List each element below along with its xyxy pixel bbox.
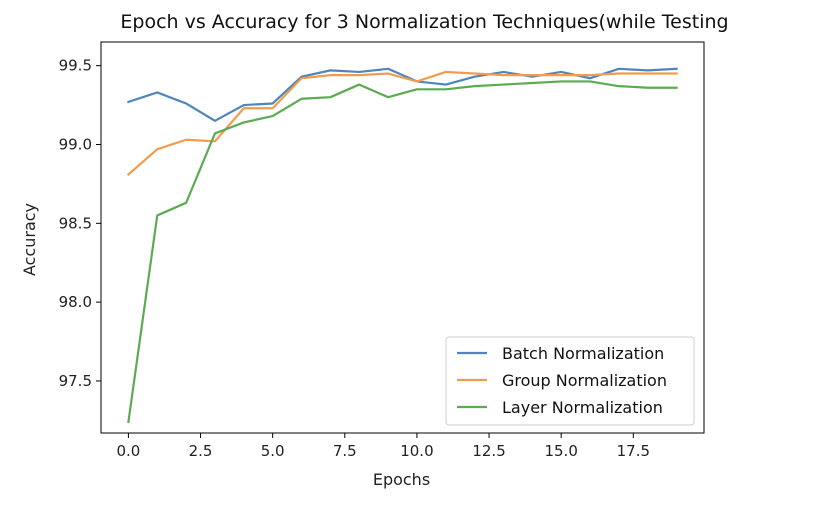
y-axis-ticks: 97.5 98.0 98.5 99.0 99.5 [59, 57, 101, 390]
series-line-layer-normalization [127, 80, 678, 424]
y-tick-label: 98.5 [59, 214, 92, 232]
legend-label-batch-normalization: Batch Normalization [502, 344, 664, 363]
x-axis-ticks: 0.0 2.5 5.0 7.5 10.0 12.5 15.0 17.5 [116, 433, 650, 460]
x-tick-label: 17.5 [617, 442, 650, 460]
y-tick-label: 97.5 [59, 372, 92, 390]
legend-label-layer-normalization: Layer Normalization [502, 398, 663, 417]
y-axis-label: Accuracy [20, 203, 39, 276]
x-tick-label: 15.0 [544, 442, 577, 460]
series-line-group-normalization [126, 70, 678, 176]
plot-frame [100, 41, 705, 434]
x-tick-label: 7.5 [333, 442, 357, 460]
x-tick-label: 5.0 [261, 442, 285, 460]
y-tick-label: 98.0 [59, 293, 92, 311]
x-tick-label: 0.0 [116, 442, 140, 460]
plot-area [100, 41, 705, 434]
x-tick-label: 12.5 [472, 442, 505, 460]
y-tick-label: 99.0 [59, 135, 92, 153]
x-tick-label: 2.5 [189, 442, 213, 460]
series-line-batch-normalization [127, 67, 678, 122]
legend: Batch Normalization Group Normalization La… [445, 336, 695, 426]
x-tick-label: 10.0 [400, 442, 433, 460]
series-lines [126, 67, 678, 424]
x-axis-label: Epochs [373, 470, 430, 489]
legend-box [445, 336, 695, 426]
y-tick-label: 99.5 [59, 57, 92, 75]
chart-title: Epoch vs Accuracy for 3 Normalization Te… [120, 11, 728, 33]
legend-label-group-normalization: Group Normalization [502, 371, 667, 390]
